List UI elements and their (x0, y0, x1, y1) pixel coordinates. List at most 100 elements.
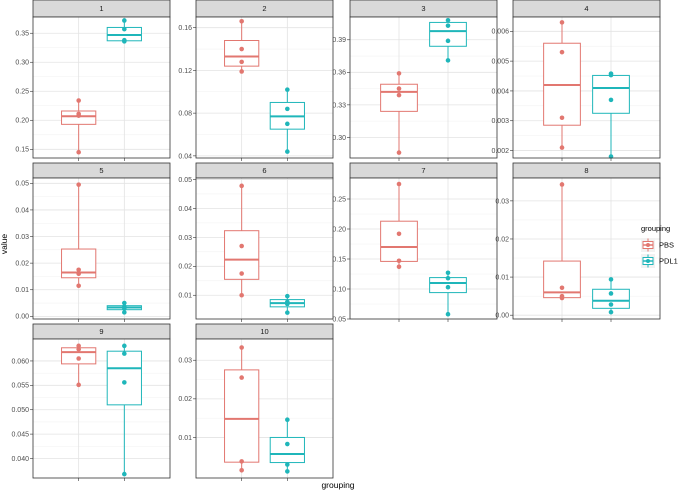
y-tick-label: 0.20 (15, 118, 29, 125)
data-point (285, 469, 290, 474)
data-point (285, 299, 290, 305)
data-point (559, 49, 565, 55)
y-tick-label: 0.050 (11, 407, 29, 414)
data-point (239, 46, 244, 52)
legend-entry-pdl1: PDL1 (641, 254, 678, 268)
facet-panel-4: 4 0.002 0.003 0.004 0.005 0.006 (491, 0, 661, 161)
facet-strip-label: 1 (99, 4, 103, 13)
box-pbs (224, 183, 260, 298)
y-tick-label: 0.004 (491, 88, 509, 95)
box-pdl1 (592, 277, 630, 315)
data-point (396, 264, 402, 270)
data-point (608, 309, 614, 315)
data-point (76, 111, 81, 117)
y-tick-label: 0.00 (15, 314, 29, 321)
data-point (239, 345, 244, 350)
data-point (396, 150, 402, 155)
facet-strip-label: 5 (99, 166, 103, 175)
y-tick-label: 0.01 (495, 274, 509, 281)
data-point (239, 59, 244, 65)
panel-border (195, 338, 334, 479)
y-tick-label: 0.30 (332, 135, 346, 142)
y-tick-label: 0.33 (332, 102, 346, 109)
facet-strip-label: 8 (584, 166, 588, 175)
y-tick-label: 0.15 (332, 256, 346, 263)
panel-border (512, 16, 661, 159)
data-point (122, 304, 127, 310)
box-body (269, 436, 305, 464)
data-point (396, 258, 402, 264)
data-point (239, 467, 244, 473)
y-tick-label: 0.01 (15, 287, 29, 294)
data-point (285, 441, 290, 447)
y-tick-label: 0.36 (332, 70, 346, 77)
facet-panel-2: 2 0.04 0.08 0.12 0.16 (178, 0, 334, 161)
y-tick-label: 0.20 (332, 226, 346, 233)
y-tick-label: 0.05 (15, 181, 29, 188)
data-point (76, 343, 81, 349)
y-tick-label: 0.39 (332, 37, 346, 44)
box-body (106, 350, 142, 406)
facet-panel-1: 1 0.15 0.20 0.25 0.30 0.35 (15, 0, 171, 161)
plot-background (350, 17, 497, 158)
data-point (239, 271, 244, 276)
facet-panel-3: 3 0.30 0.33 0.36 0.39 (332, 0, 498, 161)
data-point (122, 37, 127, 43)
y-tick-label: 0.05 (332, 316, 346, 323)
data-point (76, 149, 81, 155)
data-point (76, 382, 81, 388)
y-tick-label: 0.02 (495, 236, 509, 243)
y-tick-label: 0.16 (178, 25, 192, 32)
y-tick-label: 0.02 (15, 261, 29, 268)
box-pbs (380, 181, 418, 270)
data-point (239, 459, 244, 464)
legend-entries: PBS PDL1 (641, 238, 678, 268)
data-point (396, 181, 402, 187)
y-tick-label: 0.01 (178, 435, 192, 442)
y-tick-label: 0.15 (15, 147, 29, 154)
box-body (224, 230, 260, 280)
box-body (592, 288, 630, 309)
y-tick-label: 0.03 (178, 235, 192, 242)
y-tick-label: 0.02 (178, 264, 192, 271)
data-point (445, 17, 451, 23)
data-point (285, 293, 290, 299)
box-pdl1 (106, 300, 142, 315)
plot-background (33, 17, 170, 158)
plot-background (33, 178, 170, 319)
y-tick-label: 0.040 (11, 456, 29, 463)
data-point (608, 277, 614, 282)
y-tick-label: 0.003 (491, 118, 509, 125)
data-point (445, 270, 451, 276)
facet-strip-label: 6 (262, 166, 266, 175)
data-point (608, 97, 614, 103)
data-point (76, 271, 81, 277)
box-pbs (543, 182, 581, 301)
legend-label: PDL1 (659, 257, 678, 266)
panel-border (349, 16, 498, 159)
data-point (285, 310, 290, 315)
panel-border (32, 338, 171, 479)
box-pbs (61, 98, 97, 155)
y-tick-label: 0.05 (178, 177, 192, 184)
data-point (445, 275, 451, 281)
data-point (122, 26, 127, 32)
box-pbs (61, 343, 97, 388)
data-point (285, 106, 290, 112)
plot-background (33, 339, 170, 478)
legend-label: PBS (659, 241, 674, 250)
data-point (559, 115, 565, 121)
plot-background (350, 178, 497, 319)
box-pdl1 (429, 270, 467, 317)
data-point (445, 38, 451, 44)
data-point (76, 98, 81, 103)
box-pbs (224, 18, 260, 74)
panel-border (195, 177, 334, 320)
data-point (122, 351, 127, 356)
panel-border (349, 177, 498, 320)
y-tick-label: 0.055 (11, 383, 29, 390)
box-pbs (61, 182, 97, 289)
data-point (559, 285, 565, 291)
y-tick-label: 0.35 (15, 31, 29, 38)
